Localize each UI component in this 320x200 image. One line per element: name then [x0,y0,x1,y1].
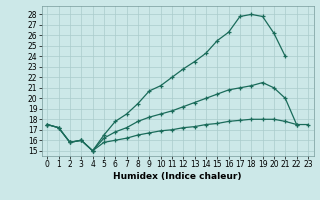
X-axis label: Humidex (Indice chaleur): Humidex (Indice chaleur) [113,172,242,181]
